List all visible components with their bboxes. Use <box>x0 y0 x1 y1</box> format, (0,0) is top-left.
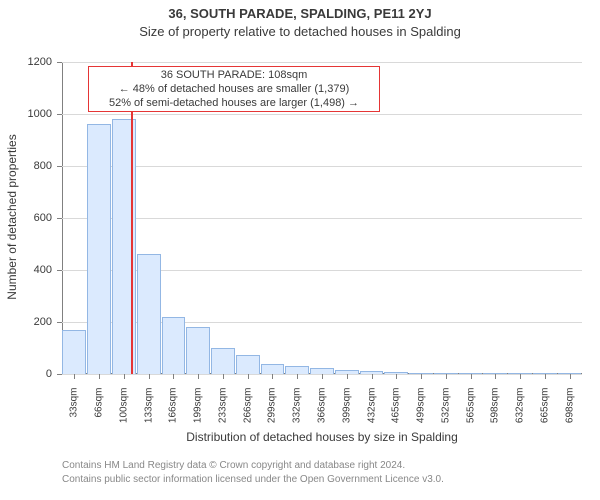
x-tick-mark <box>124 374 125 379</box>
x-tick-mark <box>173 374 174 379</box>
y-tick-mark <box>57 218 62 219</box>
x-tick-mark <box>372 374 373 379</box>
x-tick-label: 66sqm <box>94 388 105 438</box>
page-title: 36, SOUTH PARADE, SPALDING, PE11 2YJ <box>0 6 600 21</box>
x-tick-mark <box>520 374 521 379</box>
x-tick-mark <box>198 374 199 379</box>
x-tick-label: 366sqm <box>317 388 328 438</box>
x-tick-mark <box>272 374 273 379</box>
gridline <box>62 114 582 115</box>
x-tick-label: 465sqm <box>391 388 402 438</box>
y-tick-label: 800 <box>0 160 52 172</box>
bar <box>137 254 161 374</box>
x-tick-mark <box>347 374 348 379</box>
y-tick-mark <box>57 62 62 63</box>
y-tick-label: 600 <box>0 212 52 224</box>
y-tick-label: 1200 <box>0 56 52 68</box>
x-tick-label: 499sqm <box>416 388 427 438</box>
x-tick-label: 233sqm <box>217 388 228 438</box>
gridline <box>62 62 582 63</box>
x-tick-mark <box>570 374 571 379</box>
y-tick-label: 400 <box>0 264 52 276</box>
x-tick-mark <box>471 374 472 379</box>
bar <box>236 355 260 375</box>
gridline <box>62 218 582 219</box>
x-tick-label: 332sqm <box>292 388 303 438</box>
gridline <box>62 166 582 167</box>
annotation-box: 36 SOUTH PARADE: 108sqm ← 48% of detache… <box>88 66 380 112</box>
annotation-line-2: ← 48% of detached houses are smaller (1,… <box>93 83 375 97</box>
x-tick-mark <box>223 374 224 379</box>
bar <box>186 327 210 374</box>
bar <box>87 124 111 374</box>
bar <box>285 366 309 374</box>
x-tick-mark <box>495 374 496 379</box>
x-tick-label: 100sqm <box>118 388 129 438</box>
x-tick-mark <box>74 374 75 379</box>
x-tick-label: 133sqm <box>143 388 154 438</box>
bar <box>162 317 186 374</box>
x-tick-mark <box>545 374 546 379</box>
y-tick-mark <box>57 114 62 115</box>
x-tick-mark <box>149 374 150 379</box>
x-tick-label: 698sqm <box>564 388 575 438</box>
x-tick-mark <box>396 374 397 379</box>
x-tick-mark <box>421 374 422 379</box>
x-tick-mark <box>99 374 100 379</box>
chart-container: { "layout": { "width": 600, "height": 50… <box>0 0 600 500</box>
y-tick-label: 0 <box>0 368 52 380</box>
x-tick-label: 199sqm <box>193 388 204 438</box>
y-tick-mark <box>57 374 62 375</box>
x-tick-label: 166sqm <box>168 388 179 438</box>
y-tick-label: 200 <box>0 316 52 328</box>
x-tick-label: 299sqm <box>267 388 278 438</box>
bar <box>261 364 285 374</box>
x-tick-label: 33sqm <box>69 388 80 438</box>
x-tick-mark <box>322 374 323 379</box>
y-tick-mark <box>57 322 62 323</box>
x-tick-label: 632sqm <box>515 388 526 438</box>
bar <box>62 330 86 374</box>
x-tick-mark <box>248 374 249 379</box>
x-tick-label: 532sqm <box>440 388 451 438</box>
x-tick-mark <box>446 374 447 379</box>
x-tick-mark <box>297 374 298 379</box>
annotation-line-1: 36 SOUTH PARADE: 108sqm <box>93 69 375 83</box>
x-tick-label: 665sqm <box>539 388 550 438</box>
x-tick-label: 399sqm <box>341 388 352 438</box>
y-tick-mark <box>57 166 62 167</box>
annotation-line-3: 52% of semi-detached houses are larger (… <box>93 97 375 111</box>
y-tick-mark <box>57 270 62 271</box>
x-tick-label: 432sqm <box>366 388 377 438</box>
y-tick-label: 1000 <box>0 108 52 120</box>
x-tick-label: 565sqm <box>465 388 476 438</box>
x-tick-label: 266sqm <box>242 388 253 438</box>
chart-subtitle: Size of property relative to detached ho… <box>0 24 600 39</box>
x-tick-label: 598sqm <box>490 388 501 438</box>
bar <box>211 348 235 374</box>
